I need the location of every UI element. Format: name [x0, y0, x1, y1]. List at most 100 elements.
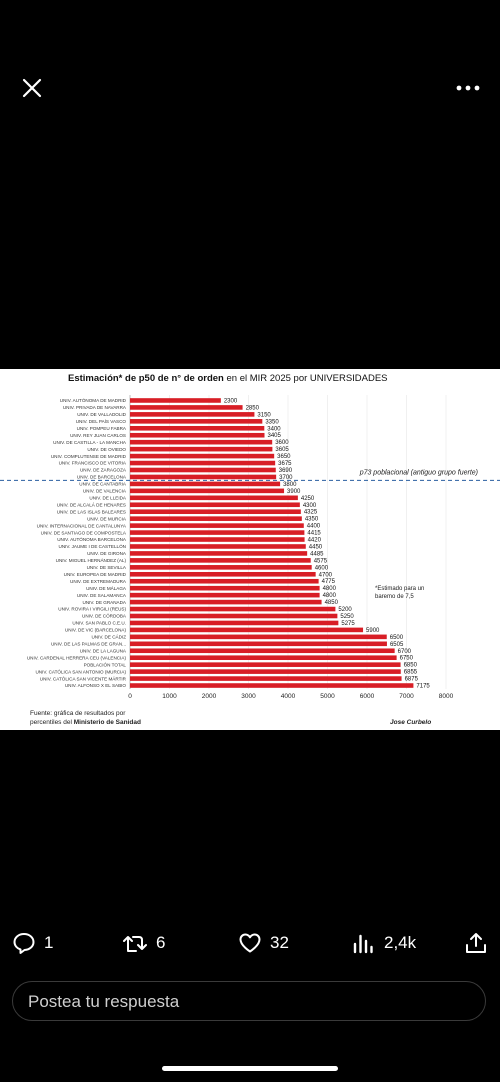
bar	[130, 523, 304, 528]
value-label: 3600	[275, 440, 289, 446]
value-label: 4850	[325, 600, 339, 606]
category-label: UNIV. AUTÓNOMA DE MADRID	[60, 397, 127, 403]
heart-icon	[238, 931, 262, 955]
value-label: 2300	[224, 398, 238, 404]
value-label: 4775	[322, 579, 336, 585]
chart: Estimación* de p50 de n° de orden en el …	[0, 373, 500, 726]
share-icon	[464, 931, 488, 955]
value-label: 7175	[416, 684, 430, 690]
category-label: UNIV. DE CASTILLA - LA MANCHA	[53, 440, 127, 445]
category-label: UNIV. POMPEU FABRA	[77, 426, 127, 431]
bar	[130, 537, 305, 542]
value-label: 3405	[267, 433, 281, 439]
chart-note-line1: *Estimado para un	[375, 586, 424, 592]
value-label: 6750	[400, 656, 414, 662]
chart-author: Jose Curbelo	[390, 719, 431, 726]
bar	[130, 432, 265, 438]
category-label: UNIV. DE VIC (BARCELONA)	[65, 628, 127, 633]
category-label: UNIV. CATÓLICA SAN ANTONIO (MURCIA)	[35, 668, 126, 674]
bar	[130, 571, 316, 577]
bar	[130, 419, 263, 424]
bar	[130, 662, 401, 667]
value-label: 3800	[283, 482, 297, 488]
reply-placeholder: Postea tu respuesta	[28, 992, 180, 1011]
category-label: UNIV. DE SALAMANCA	[77, 593, 127, 598]
value-label: 3650	[277, 454, 291, 460]
category-label: UNIV. MIGUEL HERNÁNDEZ (AL)	[56, 557, 127, 563]
bar	[130, 551, 308, 556]
value-label: 4300	[303, 503, 317, 509]
value-label: 6850	[404, 663, 418, 669]
category-label: UNIV. DE VALENCIA	[83, 489, 127, 494]
chart-source-line1: Fuente: gráfica de resultados por	[30, 710, 126, 717]
x-tick-label: 2000	[202, 693, 217, 700]
bar	[130, 558, 311, 563]
category-label: UNIV. SAN PABLO C.E.U.	[72, 621, 126, 626]
bar	[130, 599, 322, 605]
reply-input[interactable]: Postea tu respuesta	[12, 981, 486, 1021]
repost-button[interactable]: 6	[122, 926, 165, 960]
bar	[130, 592, 320, 598]
category-label: POBLACIÓN TOTAL	[84, 661, 127, 667]
x-tick-label: 1000	[162, 693, 177, 700]
more-options-icon[interactable]	[448, 68, 488, 108]
value-label: 4450	[309, 544, 323, 550]
bar	[130, 488, 285, 494]
bar	[130, 446, 273, 452]
category-label: UNIV. DE CANTABRIA	[79, 482, 127, 487]
value-label: 5900	[366, 628, 380, 634]
bar	[130, 412, 255, 417]
like-button[interactable]: 32	[238, 926, 289, 960]
bar	[130, 578, 319, 584]
category-label: UNIV. DEL PAÍS VASCO	[76, 418, 127, 424]
bar	[130, 669, 401, 674]
post-actions: 1 6 32 2,4k	[0, 926, 500, 960]
category-label: UNIV. DE ALCALÁ DE HENARES	[57, 501, 126, 507]
category-label: UNIV. ROVIRA I VIRGILI (REUS)	[58, 607, 126, 612]
value-label: 4700	[319, 572, 333, 578]
category-label: UNIV. DE GIRONA	[87, 551, 127, 556]
category-label: UNIV. CATÓLICA SAN VICENTE MÁRTIR	[40, 675, 127, 681]
bar	[130, 641, 387, 647]
bar	[130, 585, 320, 591]
value-label: 4485	[310, 551, 324, 557]
category-label: UNIV. DE SANTIAGO DE COMPOSTELA	[41, 530, 127, 535]
category-label: UNIV. DE CÓRDOBA	[82, 613, 127, 619]
reply-count: 1	[44, 933, 54, 952]
category-label: UNIV. DE LAS ISLAS BALEARES	[57, 509, 126, 514]
bar	[130, 467, 276, 473]
category-label: UNIV. FRANCISCO DE VITORIA	[59, 461, 127, 466]
category-label: UNIV. DE ZARAGOZA	[80, 468, 127, 473]
category-label: UNIV. DE MURCIA	[87, 516, 127, 521]
repost-icon	[122, 931, 148, 955]
close-icon[interactable]	[12, 68, 52, 108]
repost-count: 6	[156, 933, 166, 952]
value-label: 5275	[341, 621, 355, 627]
bar	[130, 439, 273, 445]
bar	[130, 544, 306, 549]
value-label: 4350	[305, 517, 319, 523]
value-label: 4600	[315, 565, 329, 571]
reply-icon	[12, 931, 36, 955]
post-image[interactable]: Estimación* de p50 de n° de orden en el …	[0, 369, 500, 730]
value-label: 4250	[301, 496, 315, 502]
bar	[130, 502, 300, 508]
bar	[130, 683, 414, 688]
reply-button[interactable]: 1	[12, 926, 53, 960]
category-label: UNIV. DE LA LAGUNA	[80, 648, 127, 653]
value-label: 3150	[257, 412, 271, 418]
chart-title: Estimación* de p50 de n° de orden en el …	[68, 373, 388, 384]
views-button[interactable]: 2,4k	[352, 926, 416, 960]
bar	[130, 516, 302, 521]
value-label: 4420	[308, 538, 322, 544]
bar	[130, 425, 265, 431]
x-tick-label: 8000	[439, 693, 454, 700]
value-label: 3400	[267, 426, 281, 432]
home-indicator[interactable]	[162, 1066, 338, 1071]
bar	[130, 495, 298, 501]
share-button[interactable]	[464, 926, 488, 960]
value-label: 5200	[338, 607, 352, 613]
category-label: UNIV. DE EXTREMADURA	[70, 579, 127, 584]
category-label: UNIV. CARDENAL HERRERA CEU (VALENCIA)	[27, 655, 127, 660]
value-label: 3700	[279, 475, 293, 481]
